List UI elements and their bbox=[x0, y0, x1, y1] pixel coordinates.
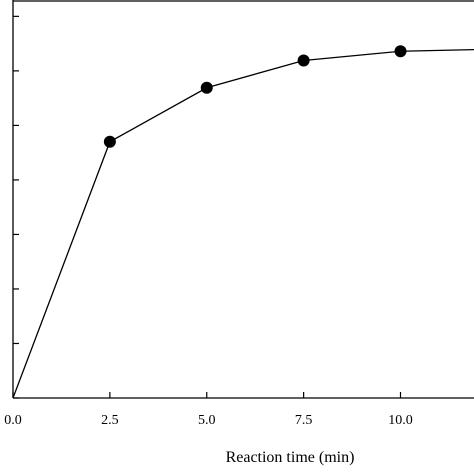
series bbox=[12, 45, 474, 399]
data-point bbox=[200, 81, 213, 94]
x-tick-label: 5.0 bbox=[198, 413, 216, 428]
x-tick-label: 0.0 bbox=[4, 413, 22, 428]
data-point bbox=[297, 54, 310, 67]
data-point bbox=[103, 135, 116, 148]
x-tick-label: 2.5 bbox=[101, 413, 119, 428]
x-tick-label: 10.0 bbox=[388, 413, 413, 428]
x-ticks: 0.02.55.07.510.012.5 bbox=[4, 392, 413, 428]
y-ticks bbox=[13, 15, 19, 399]
axes bbox=[12, 0, 474, 399]
x-tick-label: 7.5 bbox=[295, 413, 313, 428]
x-axis-title: Reaction time (min) bbox=[226, 449, 355, 466]
series-line bbox=[12, 48, 474, 399]
data-point bbox=[394, 45, 407, 58]
